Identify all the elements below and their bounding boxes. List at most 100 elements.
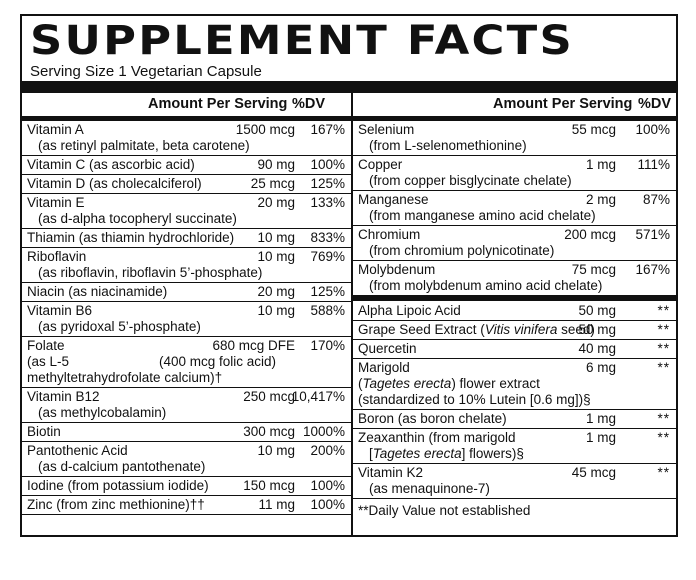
daily-value: 769% bbox=[310, 249, 345, 264]
daily-value: 10,417% bbox=[291, 389, 345, 404]
serving-size: Serving Size 1 Vegetarian Capsule bbox=[30, 63, 262, 80]
nutrient-amount: 20 mg bbox=[257, 195, 295, 210]
row-rule bbox=[22, 476, 351, 477]
nutrient-amount: 200 mcg bbox=[564, 227, 616, 242]
panel-title: SUPPLEMENT FACTS bbox=[30, 18, 574, 64]
left-header-rule bbox=[22, 116, 351, 121]
nutrient-source: (from copper bisglycinate chelate) bbox=[369, 173, 572, 188]
daily-value-na: ** bbox=[657, 360, 670, 375]
nutrient-name: Niacin (as niacinamide) bbox=[27, 284, 168, 299]
daily-value: 111% bbox=[637, 157, 670, 172]
nutrient-amount: 2 mg bbox=[585, 192, 616, 207]
right-amount-header: Amount Per Serving bbox=[493, 96, 633, 112]
nutrient-row: Thiamin (as thiamin hydrochloride) 10 mg 8… bbox=[22, 229, 351, 247]
daily-value-na: ** bbox=[657, 411, 670, 426]
row-rule bbox=[353, 428, 678, 429]
nutrient-source: (as d-calcium pantothenate) bbox=[38, 459, 206, 474]
nutrient-name: Boron (as boron chelate) bbox=[358, 411, 507, 426]
daily-value: 833% bbox=[310, 230, 345, 245]
row-rule bbox=[353, 339, 678, 340]
left-amount-header: Amount Per Serving bbox=[148, 96, 288, 112]
nutrient-name: Manganese bbox=[358, 192, 429, 207]
row-rule bbox=[22, 301, 351, 302]
header-bar bbox=[22, 81, 676, 93]
row-rule bbox=[353, 295, 678, 296]
supplement-facts-panel: SUPPLEMENT FACTS Serving Size 1 Vegetari… bbox=[20, 14, 678, 537]
nutrient-row: Vitamin B6 10 mg 588% (as pyridoxal 5’-phos… bbox=[22, 302, 351, 336]
row-rule bbox=[353, 409, 678, 410]
daily-value: 100% bbox=[310, 478, 345, 493]
nutrient-source-pre: [ bbox=[369, 446, 373, 461]
nutrient-name: Zinc (from zinc methionine)†† bbox=[27, 497, 205, 512]
daily-value: 200% bbox=[310, 443, 345, 458]
nutrient-name: Vitamin E bbox=[27, 195, 85, 210]
nutrient-row: Boron (as boron chelate) 1 mg ** bbox=[353, 410, 678, 428]
nutrient-name: Vitamin C (as ascorbic acid) bbox=[27, 157, 195, 172]
right-dv-header: %DV bbox=[638, 96, 672, 112]
nutrient-name-italic: Vitis vinifera bbox=[484, 322, 558, 337]
nutrient-row: Zeaxanthin (from marigold 1 mg ** [Tagetes … bbox=[353, 429, 678, 463]
nutrient-amount: 680 mcg DFE bbox=[212, 338, 295, 353]
nutrient-row: Folate 680 mcg DFE 170% (as L-5 (400 mcg fol… bbox=[22, 337, 351, 387]
nutrient-row: Niacin (as niacinamide) 20 mg 125% bbox=[22, 283, 351, 301]
nutrient-row: Copper 1 mg 111% (from copper bisglycinate … bbox=[353, 156, 678, 190]
nutrient-row: Chromium 200 mcg 571% (from chromium polyni… bbox=[353, 226, 678, 260]
row-rule bbox=[22, 495, 351, 496]
nutrient-source: (as methylcobalamin) bbox=[38, 405, 167, 420]
daily-value-na: ** bbox=[657, 430, 670, 445]
section-rule bbox=[353, 296, 678, 301]
left-dv-header: %DV bbox=[292, 96, 326, 112]
nutrient-name: Vitamin K2 bbox=[358, 465, 424, 480]
nutrient-name: Vitamin B12 bbox=[27, 389, 100, 404]
nutrient-name: Vitamin B6 bbox=[27, 303, 93, 318]
daily-value: 87% bbox=[642, 192, 670, 207]
row-rule bbox=[22, 228, 351, 229]
nutrient-amount: 1 mg bbox=[585, 430, 616, 445]
nutrient-row: Manganese 2 mg 87% (from manganese amino ac… bbox=[353, 191, 678, 225]
row-rule bbox=[353, 358, 678, 359]
row-rule bbox=[22, 174, 351, 175]
row-rule bbox=[22, 422, 351, 423]
nutrient-amount: 1 mg bbox=[585, 411, 616, 426]
right-header-rule bbox=[353, 116, 676, 121]
nutrient-row: Molybdenum 75 mcg 167% (from molybdenum ami… bbox=[353, 261, 678, 295]
nutrient-name: Grape Seed Extract (Vitis vinifera seed) bbox=[358, 322, 595, 338]
nutrient-name: Marigold bbox=[358, 360, 410, 375]
nutrient-name: Biotin bbox=[27, 424, 61, 439]
daily-value: 1000% bbox=[302, 424, 345, 439]
nutrient-source: [Tagetes erecta] flowers)§ bbox=[369, 446, 524, 462]
nutrient-source-post: ) flower extract bbox=[451, 376, 540, 391]
nutrient-source: (as L-5 bbox=[27, 354, 70, 369]
nutrient-row: Iodine (from potassium iodide) 150 mcg 100… bbox=[22, 477, 351, 495]
row-rule bbox=[22, 336, 351, 337]
row-rule bbox=[353, 260, 678, 261]
daily-value: 571% bbox=[635, 227, 670, 242]
daily-value-na: ** bbox=[657, 465, 670, 480]
nutrient-amount: 10 mg bbox=[257, 230, 295, 245]
daily-value: 100% bbox=[310, 157, 345, 172]
nutrient-name: Quercetin bbox=[358, 341, 417, 356]
nutrient-source-italic: Tagetes erecta bbox=[372, 446, 462, 461]
nutrient-amount: 50 mg bbox=[578, 322, 616, 337]
nutrient-amount: 1500 mcg bbox=[235, 122, 295, 137]
nutrient-amount: 300 mcg bbox=[243, 424, 295, 439]
daily-value: 167% bbox=[635, 262, 670, 277]
left-column-header: Amount Per Serving %DV bbox=[22, 96, 351, 116]
nutrient-amount: 250 mcg bbox=[243, 389, 295, 404]
nutrient-amount: 25 mcg bbox=[250, 176, 295, 191]
nutrient-amount: 10 mg bbox=[257, 303, 295, 318]
daily-value: 133% bbox=[310, 195, 345, 210]
row-rule bbox=[22, 387, 351, 388]
nutrient-source-detail: methyltetrahydrofolate calcium)† bbox=[27, 370, 223, 385]
row-rule bbox=[353, 225, 678, 226]
nutrient-source: (as d-alpha tocopheryl succinate) bbox=[38, 211, 237, 226]
nutrient-row: Vitamin B12 250 mcg 10,417% (as methylcobal… bbox=[22, 388, 351, 422]
nutrient-row: Vitamin A 1500 mcg 167% (as retinyl palmita… bbox=[22, 121, 351, 155]
nutrient-source-italic: Tagetes erecta bbox=[362, 376, 452, 391]
row-rule bbox=[22, 282, 351, 283]
nutrient-name: Vitamin D (as cholecalciferol) bbox=[27, 176, 202, 191]
nutrient-source: (from manganese amino acid chelate) bbox=[369, 208, 596, 223]
nutrient-name: Molybdenum bbox=[358, 262, 436, 277]
footnote: **Daily Value not established bbox=[358, 503, 531, 518]
nutrient-amount: 90 mg bbox=[257, 157, 295, 172]
